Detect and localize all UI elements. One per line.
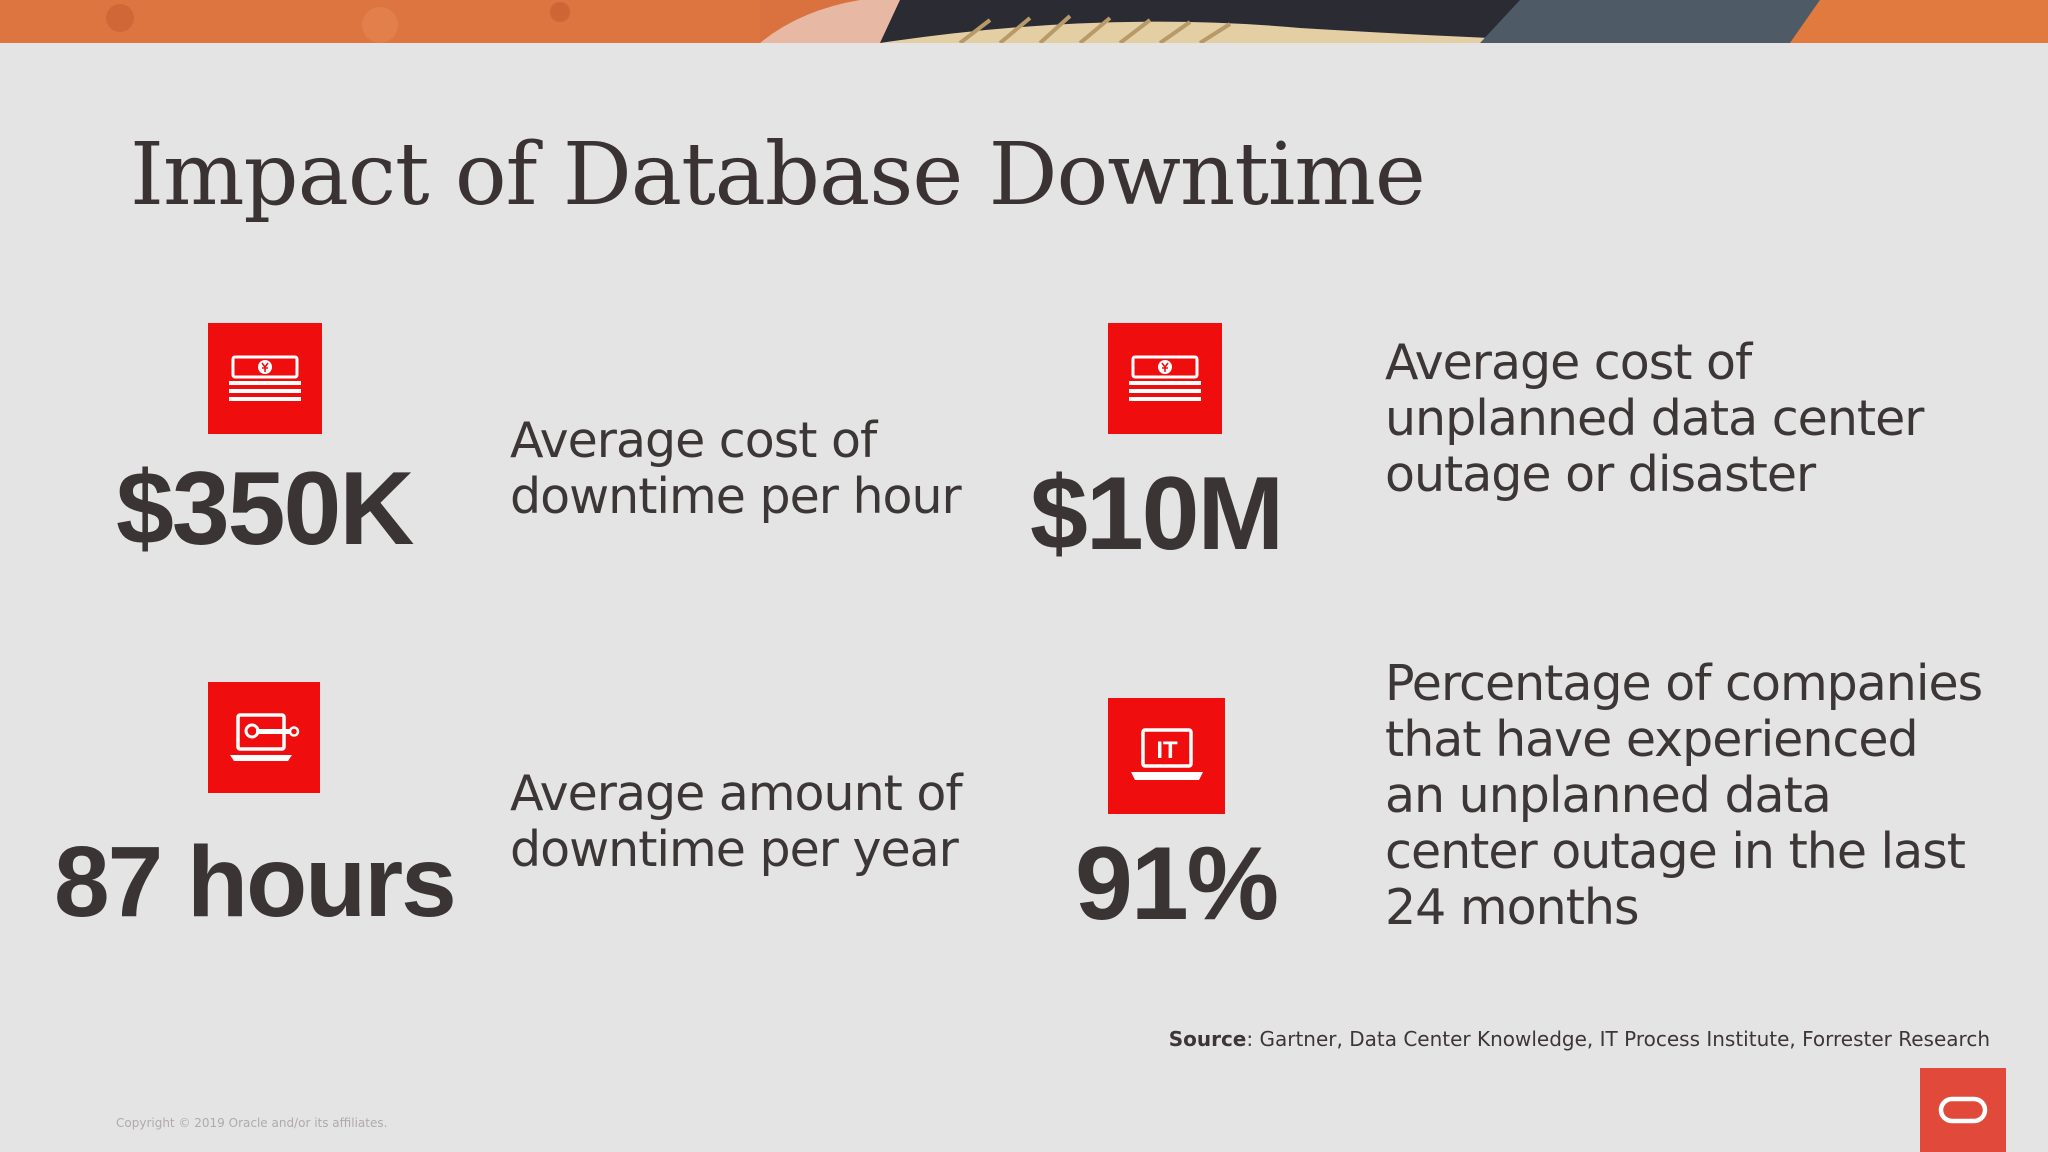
stat-value-cost-per-hour: $350K bbox=[116, 451, 414, 567]
stat-value-downtime-hours: 87 hours bbox=[54, 826, 457, 938]
oracle-logo-icon bbox=[1938, 1096, 1988, 1124]
copyright-notice: Copyright © 2019 Oracle and/or its affil… bbox=[116, 1116, 388, 1130]
stat-description-cost-per-hour: Average cost of downtime per hour bbox=[510, 412, 962, 525]
stat-description-outage-percentage: Percentage of companies that have experi… bbox=[1385, 655, 1983, 936]
page-title: Impact of Database Downtime bbox=[130, 125, 1426, 225]
stat-description-outage-cost: Average cost of unplanned data center ou… bbox=[1385, 334, 1924, 503]
source-citation: Source: Gartner, Data Center Knowledge, … bbox=[1169, 1027, 1990, 1051]
it-label: IT bbox=[1156, 737, 1178, 764]
laptop-wrench-icon bbox=[208, 682, 320, 793]
money-stack-icon bbox=[208, 323, 322, 434]
money-stack-icon bbox=[1108, 323, 1222, 434]
stat-description-downtime-hours: Average amount of downtime per year bbox=[510, 765, 963, 878]
stat-value-outage-cost: $10M bbox=[1030, 456, 1284, 572]
top-banner-image bbox=[0, 0, 2048, 43]
source-text: : Gartner, Data Center Knowledge, IT Pro… bbox=[1246, 1027, 1990, 1051]
stat-value-outage-percentage: 91% bbox=[1075, 826, 1279, 942]
source-label: Source bbox=[1168, 1027, 1247, 1051]
it-laptop-icon: IT bbox=[1108, 698, 1225, 814]
oracle-logo bbox=[1920, 1068, 2006, 1152]
